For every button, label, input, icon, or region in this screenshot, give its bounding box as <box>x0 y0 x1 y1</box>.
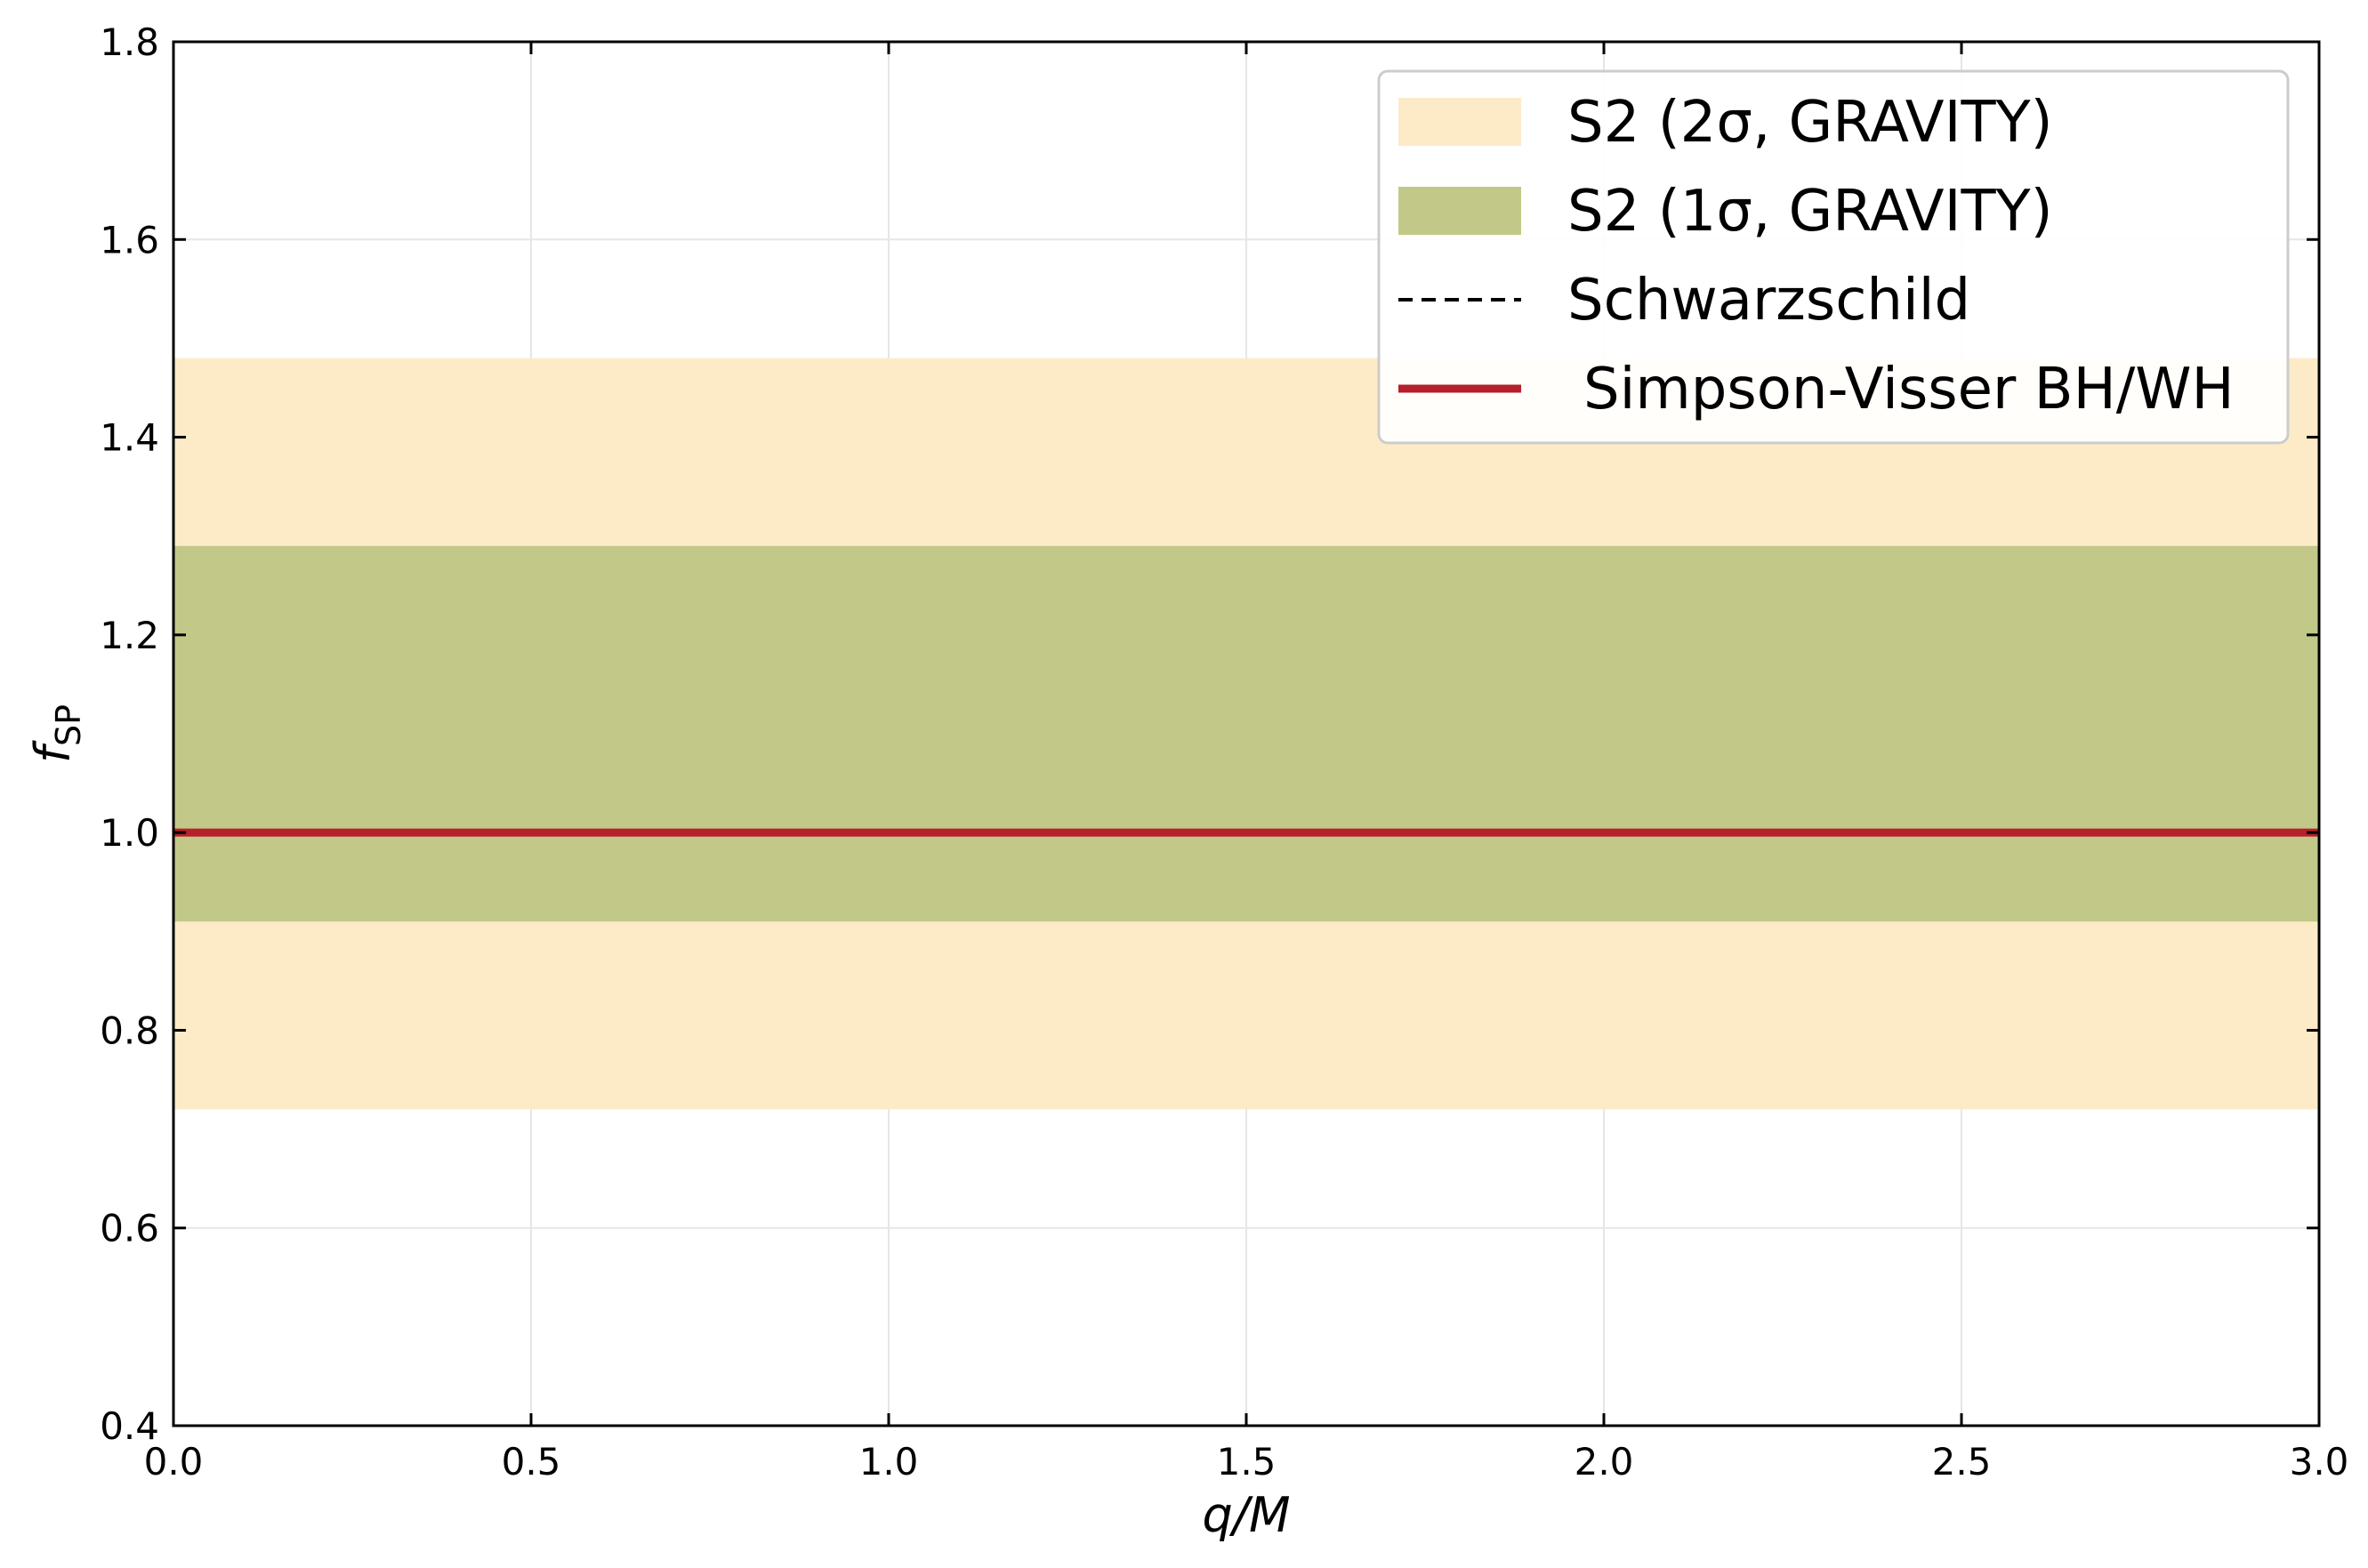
y-tick-label: 1.8 <box>100 20 159 64</box>
y-axis-label-subscript: SP <box>49 704 88 746</box>
band-1sigma <box>173 545 2319 922</box>
legend-label: Schwarzschild <box>1567 268 1970 334</box>
y-tick-label: 1.4 <box>100 416 159 460</box>
legend-label: Simpson-Visser BH/WH <box>1583 357 2235 422</box>
y-tick-label: 0.8 <box>100 1009 159 1052</box>
x-tick-label: 0.5 <box>502 1440 561 1484</box>
y-axis-label-text: fSP <box>25 704 88 763</box>
legend-label: S2 (2σ, GRAVITY) <box>1567 90 2053 156</box>
y-tick-label: 1.0 <box>100 811 159 855</box>
x-tick-label: 2.5 <box>1932 1440 1992 1484</box>
legend-label: S2 (1σ, GRAVITY) <box>1567 179 2053 245</box>
x-tick-label: 3.0 <box>2290 1440 2349 1484</box>
y-axis-label: fSP <box>25 704 88 763</box>
y-tick-label: 0.6 <box>100 1207 159 1250</box>
confidence-bands <box>173 358 2319 1110</box>
legend-swatch-band <box>1398 187 1521 235</box>
y-tick-label: 1.2 <box>100 614 159 657</box>
x-tick-label: 2.0 <box>1575 1440 1634 1484</box>
tick-labels: 0.0 0.5 1.0 1.5 2.0 2.5 3.0 0.4 0.6 0.8 1.0 1.2 1.4 1… <box>100 20 2348 1484</box>
y-tick-label: 1.6 <box>100 218 159 261</box>
x-axis-label: q/M <box>1202 1487 1290 1543</box>
legend: S2 (2σ, GRAVITY) S2 (1σ, GRAVITY) Schwarzs… <box>1377 69 2290 445</box>
x-tick-label: 1.0 <box>859 1440 919 1484</box>
legend-box <box>1377 69 2290 445</box>
axes <box>172 40 2321 1427</box>
y-tick-label: 0.4 <box>100 1404 159 1448</box>
x-tick-label: 0.0 <box>144 1440 204 1484</box>
legend-swatch-band <box>1398 98 1521 146</box>
x-tick-label: 1.5 <box>1217 1440 1277 1484</box>
